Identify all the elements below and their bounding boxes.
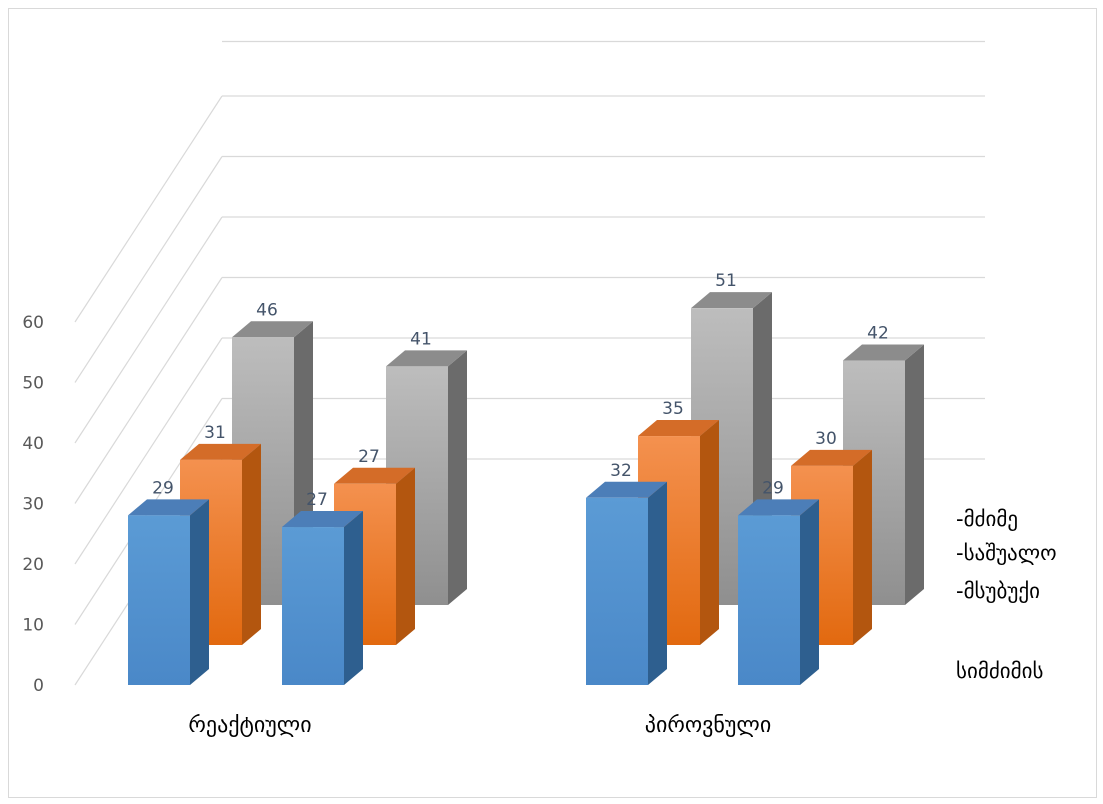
bar-top [586, 481, 667, 498]
y-axis-ticks: 0 10 20 30 40 50 60 [22, 313, 44, 696]
legend: -მძიმე -საშუალო -მსუბუქი სიმძიმის [956, 507, 1057, 683]
data-label: 51 [715, 271, 737, 291]
bar-top [691, 292, 772, 309]
data-label: 41 [410, 329, 432, 349]
bar-front [738, 515, 800, 685]
x-axis-categories: რეაქტიული პიროვნული [188, 713, 771, 738]
legend-entry: -მსუბუქი [956, 579, 1040, 603]
bar-side [190, 499, 209, 685]
y-tick-label: 60 [22, 313, 44, 333]
y-tick-label: 10 [22, 616, 44, 636]
y-tick-label: 30 [22, 495, 44, 515]
bar-top [843, 344, 924, 361]
category-label: რეაქტიული [188, 713, 311, 738]
data-label: 29 [152, 478, 174, 498]
bar-top [386, 350, 467, 367]
bar-top [128, 499, 209, 516]
bar-side [396, 467, 415, 645]
bar-side [905, 344, 924, 605]
gridline-depth [74, 156, 223, 383]
bar-side [800, 499, 819, 685]
bar-side [648, 481, 667, 685]
bar-front [586, 497, 648, 685]
bar-front [128, 515, 190, 685]
data-label: 27 [358, 447, 380, 467]
bar [128, 499, 209, 685]
bar-side [242, 443, 261, 645]
gridline-depth [74, 95, 223, 323]
legend-title: სიმძიმის [956, 659, 1043, 683]
bar [282, 511, 363, 685]
bar-top [232, 321, 313, 338]
legend-entry: -მძიმე [956, 507, 1018, 531]
category-label: პიროვნული [645, 713, 771, 738]
data-label: 46 [256, 300, 278, 320]
bar-side [448, 350, 467, 605]
data-label: 27 [306, 490, 328, 510]
bar-front [282, 527, 344, 685]
data-label: 42 [867, 324, 889, 344]
bar-top [738, 499, 819, 516]
legend-entry: -საშუალო [956, 541, 1057, 565]
data-labels: 46 41 51 42 31 27 35 30 29 27 32 29 [152, 271, 889, 510]
y-tick-label: 0 [33, 676, 44, 696]
y-tick-label: 20 [22, 555, 44, 575]
bar-top [638, 420, 719, 437]
data-label: 29 [762, 478, 784, 498]
gridline-depth [74, 277, 223, 504]
gridline-depth [74, 216, 223, 444]
bar-side [853, 449, 872, 645]
bar-top [282, 511, 363, 528]
bar-side [700, 420, 719, 645]
data-label: 30 [815, 429, 837, 449]
y-tick-label: 40 [22, 434, 44, 454]
bar-top [180, 443, 261, 460]
data-label: 32 [610, 461, 632, 481]
bar [738, 499, 819, 685]
bar-top [791, 449, 872, 466]
bar [586, 481, 667, 685]
bars [128, 292, 924, 685]
data-label: 31 [204, 423, 226, 443]
y-tick-label: 50 [22, 374, 44, 394]
bar-side [344, 511, 363, 685]
gridline-depth [74, 337, 223, 565]
chart-frame [8, 8, 1097, 798]
bar-top [334, 467, 415, 484]
data-label: 35 [662, 399, 684, 419]
